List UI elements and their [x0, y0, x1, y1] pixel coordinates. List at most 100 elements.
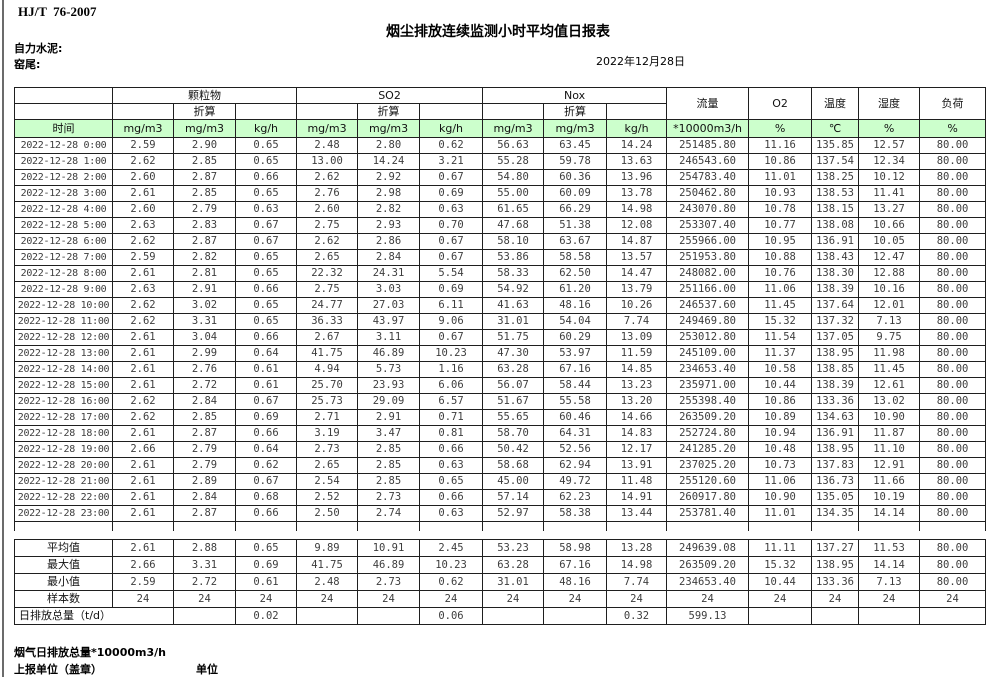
- value-cell: 0.63: [419, 201, 484, 218]
- report-date: 2022年12月28日: [596, 55, 685, 68]
- value-cell: 60.36: [543, 169, 608, 186]
- value-cell: 138.95: [811, 556, 859, 574]
- value-cell: 10.05: [858, 233, 921, 250]
- value-cell: 0.62: [419, 573, 483, 591]
- value-cell: 0.66: [234, 169, 298, 186]
- value-cell: 7.13: [858, 313, 921, 330]
- value-cell: 0.69: [235, 556, 297, 574]
- value-cell: 4.94: [296, 361, 359, 378]
- value-cell: 11.48: [606, 473, 668, 490]
- value-cell: 24.31: [357, 265, 421, 282]
- value-cell: 58.44: [543, 377, 608, 394]
- value-cell: 10.26: [606, 297, 668, 314]
- value-cell: 80.00: [919, 539, 986, 557]
- value-cell: 3.03: [357, 281, 421, 298]
- value-cell: 253781.40: [666, 505, 750, 522]
- value-cell: 0.67: [234, 473, 298, 490]
- value-cell: 250462.80: [666, 185, 750, 202]
- value-cell: 80.00: [919, 137, 987, 154]
- value-cell: 2.85: [357, 473, 421, 490]
- table-row: 2022-12-28 4:00 2.60 2.79 0.63 2.60 2.82 0.63 6…: [14, 201, 987, 218]
- value-cell: 10.90: [858, 409, 921, 426]
- value-cell: 13.28: [606, 539, 667, 557]
- value-cell: 2.71: [296, 409, 359, 426]
- summary-table: 平均值 2.61 2.88 0.65 9.89 10.91 2.45 53.23 58.98 13…: [14, 539, 986, 625]
- value-cell: 55.28: [482, 153, 545, 170]
- value-cell: 134.63: [811, 409, 860, 426]
- value-cell: 14.24: [357, 153, 421, 170]
- value-cell: 46.89: [357, 556, 420, 574]
- header-flow: 流量: [666, 87, 750, 120]
- value-cell: 2.90: [173, 137, 236, 154]
- value-cell: 0.61: [234, 377, 298, 394]
- value-cell: 136.73: [811, 473, 860, 490]
- value-cell: 9.89: [296, 539, 358, 557]
- value-cell: 53.23: [482, 539, 544, 557]
- header-row-converted: 折算 折算 折算: [14, 103, 986, 120]
- summary-label-cell: 平均值: [14, 539, 113, 557]
- value-cell: 137.64: [811, 297, 860, 314]
- value-cell: 60.09: [543, 185, 608, 202]
- value-cell: 7.74: [606, 573, 667, 591]
- value-cell: 2.61: [112, 377, 174, 394]
- time-cell: 2022-12-28 6:00: [14, 233, 113, 250]
- flue-gas-total-note: 烟气日排放总量*10000m3/h: [14, 646, 166, 659]
- value-cell: 48.16: [543, 573, 607, 591]
- value-cell: 9.06: [419, 313, 484, 330]
- value-cell: 10.86: [748, 153, 813, 170]
- value-cell: 2.83: [173, 217, 236, 234]
- value-cell: [357, 607, 420, 625]
- value-cell: 2.75: [296, 217, 359, 234]
- value-cell: 24: [112, 590, 174, 608]
- value-cell: 14.14: [858, 556, 920, 574]
- value-cell: 62.23: [543, 489, 608, 506]
- summary-label-cell: 最大值: [14, 556, 113, 574]
- value-cell: 80.00: [919, 313, 987, 330]
- value-cell: 2.63: [112, 281, 174, 298]
- so2-rate-spacer: [419, 103, 484, 120]
- empty-cell: [112, 521, 174, 531]
- value-cell: 54.80: [482, 169, 545, 186]
- report-table-area: 颗粒物 SO2 Nox 流量 O2 温度 湿度 负荷 折算 折算 折算: [14, 87, 987, 625]
- value-cell: [919, 607, 986, 625]
- value-cell: 10.58: [748, 361, 813, 378]
- value-cell: 0.61: [235, 573, 297, 591]
- value-cell: 599.13: [666, 607, 749, 625]
- value-cell: 3.47: [357, 425, 421, 442]
- value-cell: 0.66: [234, 425, 298, 442]
- value-cell: 5.73: [357, 361, 421, 378]
- reporting-unit-stamp-label: 上报单位（盖章）: [14, 663, 102, 676]
- empty-cell: [357, 521, 421, 531]
- value-cell: 10.91: [357, 539, 420, 557]
- value-cell: 0.66: [234, 281, 298, 298]
- value-cell: 0.71: [419, 409, 484, 426]
- value-cell: 24.77: [296, 297, 359, 314]
- value-cell: 12.61: [858, 377, 921, 394]
- value-cell: 251485.80: [666, 137, 750, 154]
- value-cell: 5.54: [419, 265, 484, 282]
- value-cell: 22.32: [296, 265, 359, 282]
- table-row: 2022-12-28 14:00 2.61 2.76 0.61 4.94 5.73 1.16…: [14, 361, 987, 378]
- table-row: 2022-12-28 20:00 2.61 2.79 0.62 2.65 2.85 0.63…: [14, 457, 987, 474]
- value-cell: 2.79: [173, 201, 236, 218]
- empty-cell: [858, 521, 921, 531]
- value-cell: 24: [811, 590, 859, 608]
- value-cell: 2.45: [419, 539, 483, 557]
- value-cell: 11.98: [858, 345, 921, 362]
- summary-rows: 平均值 2.61 2.88 0.65 9.89 10.91 2.45 53.23 58.98 13…: [14, 539, 986, 625]
- value-cell: 3.04: [173, 329, 236, 346]
- value-cell: 12.88: [858, 265, 921, 282]
- value-cell: 251953.80: [666, 249, 750, 266]
- value-cell: 2.48: [296, 573, 358, 591]
- group-header-particulate: 颗粒物: [111, 87, 298, 104]
- value-cell: 14.98: [606, 201, 668, 218]
- value-cell: 243070.80: [666, 201, 750, 218]
- value-cell: 2.85: [173, 409, 236, 426]
- value-cell: 2.87: [173, 169, 236, 186]
- value-cell: 13.00: [296, 153, 359, 170]
- value-cell: 0.65: [234, 297, 298, 314]
- value-cell: 2.61: [112, 265, 174, 282]
- time-cell: 2022-12-28 1:00: [14, 153, 113, 170]
- value-cell: 2.73: [357, 489, 421, 506]
- value-cell: 67.16: [543, 556, 607, 574]
